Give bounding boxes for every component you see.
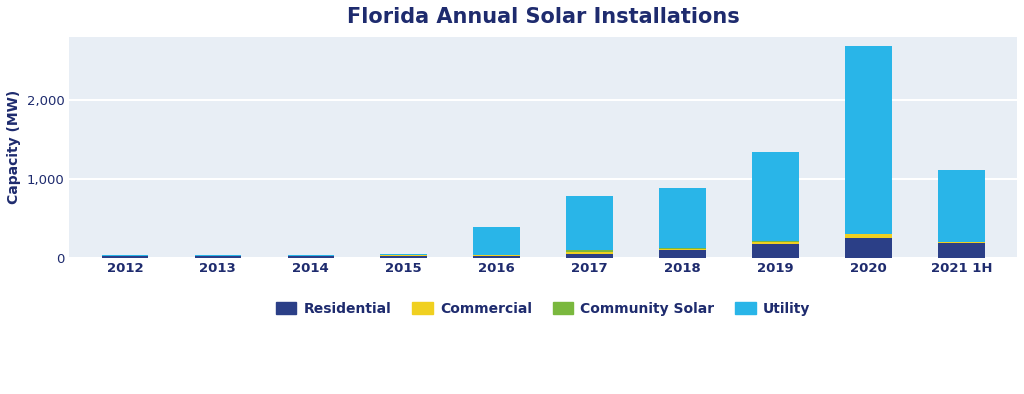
Bar bbox=[659, 249, 706, 251]
Bar bbox=[566, 196, 612, 250]
Bar bbox=[753, 241, 799, 242]
Bar bbox=[566, 254, 612, 258]
Bar bbox=[753, 242, 799, 244]
Bar bbox=[845, 234, 892, 238]
Bar bbox=[101, 256, 148, 258]
Bar bbox=[473, 255, 520, 256]
Bar bbox=[845, 238, 892, 258]
Bar bbox=[659, 188, 706, 248]
Bar bbox=[473, 256, 520, 258]
Bar bbox=[381, 255, 427, 256]
Bar bbox=[938, 170, 984, 242]
Bar bbox=[659, 248, 706, 249]
Bar bbox=[659, 251, 706, 258]
Bar bbox=[101, 255, 148, 256]
Bar bbox=[938, 242, 984, 243]
Legend: Residential, Commercial, Community Solar, Utility: Residential, Commercial, Community Solar… bbox=[270, 296, 816, 321]
Bar bbox=[753, 244, 799, 258]
Bar bbox=[845, 46, 892, 234]
Title: Florida Annual Solar Installations: Florida Annual Solar Installations bbox=[347, 7, 739, 27]
Bar bbox=[195, 256, 241, 258]
Bar bbox=[195, 255, 241, 256]
Bar bbox=[566, 252, 612, 254]
Y-axis label: Capacity (MW): Capacity (MW) bbox=[7, 90, 20, 204]
Bar bbox=[938, 243, 984, 258]
Bar bbox=[381, 256, 427, 258]
Bar bbox=[288, 255, 334, 256]
Bar bbox=[473, 227, 520, 255]
Bar bbox=[381, 254, 427, 255]
Bar bbox=[753, 152, 799, 241]
Bar bbox=[288, 256, 334, 258]
Bar bbox=[566, 250, 612, 252]
